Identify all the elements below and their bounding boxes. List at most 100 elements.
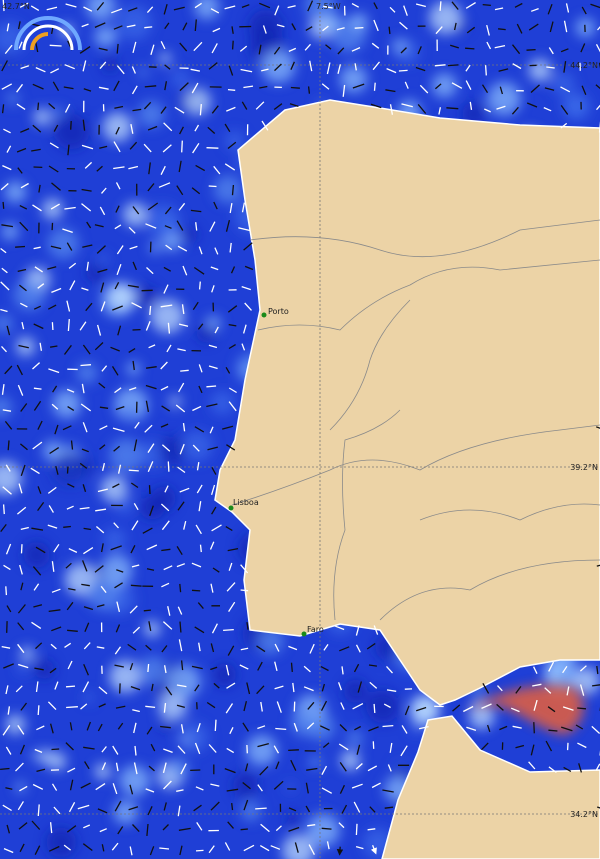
intensity-patch — [210, 390, 235, 415]
intensity-patch — [409, 694, 441, 725]
intensity-patch — [346, 730, 364, 747]
intensity-patch — [97, 253, 109, 265]
intensity-patch — [468, 703, 495, 730]
intensity-patch — [33, 108, 51, 126]
intensity-patch — [158, 436, 187, 465]
lat-label: 39.2°N — [570, 463, 598, 472]
intensity-patch — [343, 679, 368, 704]
intensity-patch — [52, 451, 86, 485]
intensity-patch — [102, 56, 118, 73]
intensity-patch — [349, 13, 369, 32]
city-label: Lisboa — [233, 498, 259, 507]
intensity-patch — [76, 362, 98, 384]
intensity-patch — [213, 175, 243, 204]
intensity-patch — [286, 812, 300, 827]
intensity-patch — [94, 763, 112, 780]
intensity-patch — [103, 527, 126, 551]
intensity-patch — [48, 752, 67, 771]
cities: Porto Lisboa Faro — [228, 307, 324, 637]
intensity-patch — [159, 720, 171, 732]
logo — [14, 16, 82, 51]
intensity-patch — [30, 751, 40, 760]
intensity-patch — [122, 202, 148, 227]
intensity-patch — [167, 664, 201, 699]
lat-label: 44.2°N — [570, 61, 598, 70]
intensity-patch — [136, 285, 158, 307]
intensity-patch — [365, 689, 400, 724]
intensity-patch — [113, 800, 138, 825]
intensity-patch — [149, 242, 161, 254]
strong-current — [462, 685, 584, 735]
lat-label: 34.2°N — [570, 810, 598, 819]
intensity-patch — [109, 660, 142, 693]
intensity-patch — [158, 692, 188, 721]
intensity-patch — [171, 69, 190, 88]
intensity-patch — [145, 203, 180, 238]
intensity-patch — [392, 38, 407, 53]
intensity-patch — [1, 223, 19, 240]
intensity-patch — [429, 1, 463, 35]
intensity-patch — [183, 88, 211, 116]
intensity-patch — [20, 646, 35, 661]
intensity-patch — [285, 782, 296, 792]
intensity-patch — [138, 67, 149, 78]
intensity-patch — [138, 656, 168, 686]
intensity-patch — [290, 708, 319, 737]
intensity-patch — [137, 100, 165, 128]
city-label: Porto — [268, 307, 289, 316]
intensity-patch — [196, 324, 215, 343]
intensity-patch — [33, 659, 55, 680]
land-africa — [381, 715, 600, 859]
intensity-patch — [282, 834, 316, 859]
intensity-patch — [308, 755, 323, 769]
rivers — [231, 219, 600, 621]
intensity-patch — [23, 541, 51, 569]
land-iberia — [214, 99, 600, 706]
coordinate-labels: 42.7°N 44.2°N 39.2°N 34.2°N 7.5°W — [2, 2, 598, 819]
intensity-patch — [194, 0, 220, 20]
intensity-patch — [143, 620, 161, 638]
intensity-patch — [15, 782, 26, 793]
intensity-patch — [46, 827, 77, 858]
intensity-patch — [47, 227, 80, 260]
intensity-patch — [86, 0, 116, 21]
lon-label: 7.5°W — [316, 2, 341, 11]
intensity-patch — [52, 106, 64, 119]
intensity-patch — [159, 52, 172, 65]
intensity-patch — [108, 282, 137, 311]
intensity-patch — [246, 734, 278, 766]
intensity-patch — [0, 461, 22, 495]
intensity-patch — [83, 691, 95, 703]
intensity-patch — [410, 723, 422, 735]
intensity-patch — [307, 813, 340, 847]
intensity-patch — [116, 5, 152, 41]
intensity-patch — [551, 72, 575, 96]
intensity-patch — [119, 765, 150, 796]
lat-label: 42.7°N — [2, 2, 30, 11]
intensity-patch — [4, 181, 27, 203]
city-label: Faro — [307, 625, 324, 634]
intensity-patch — [571, 666, 600, 696]
intensity-patch — [0, 396, 13, 419]
intensity-patch — [150, 299, 185, 334]
intensity-patch — [167, 757, 190, 780]
intensity-patch — [52, 389, 82, 419]
intensity-patch — [169, 395, 182, 408]
intensity-patch — [248, 9, 284, 45]
intensity-patch — [38, 749, 53, 764]
intensity-patch — [181, 226, 198, 243]
intensity-patch — [85, 263, 105, 283]
intensity-patch — [0, 314, 13, 333]
intensity-patch — [114, 495, 134, 514]
intensity-patch — [224, 131, 245, 151]
intensity-patch — [122, 406, 138, 421]
intensity-patch — [114, 387, 149, 422]
intensity-patch — [212, 662, 237, 687]
city-marker — [261, 312, 267, 318]
intensity-patch — [6, 91, 20, 105]
intensity-patch — [394, 763, 410, 780]
